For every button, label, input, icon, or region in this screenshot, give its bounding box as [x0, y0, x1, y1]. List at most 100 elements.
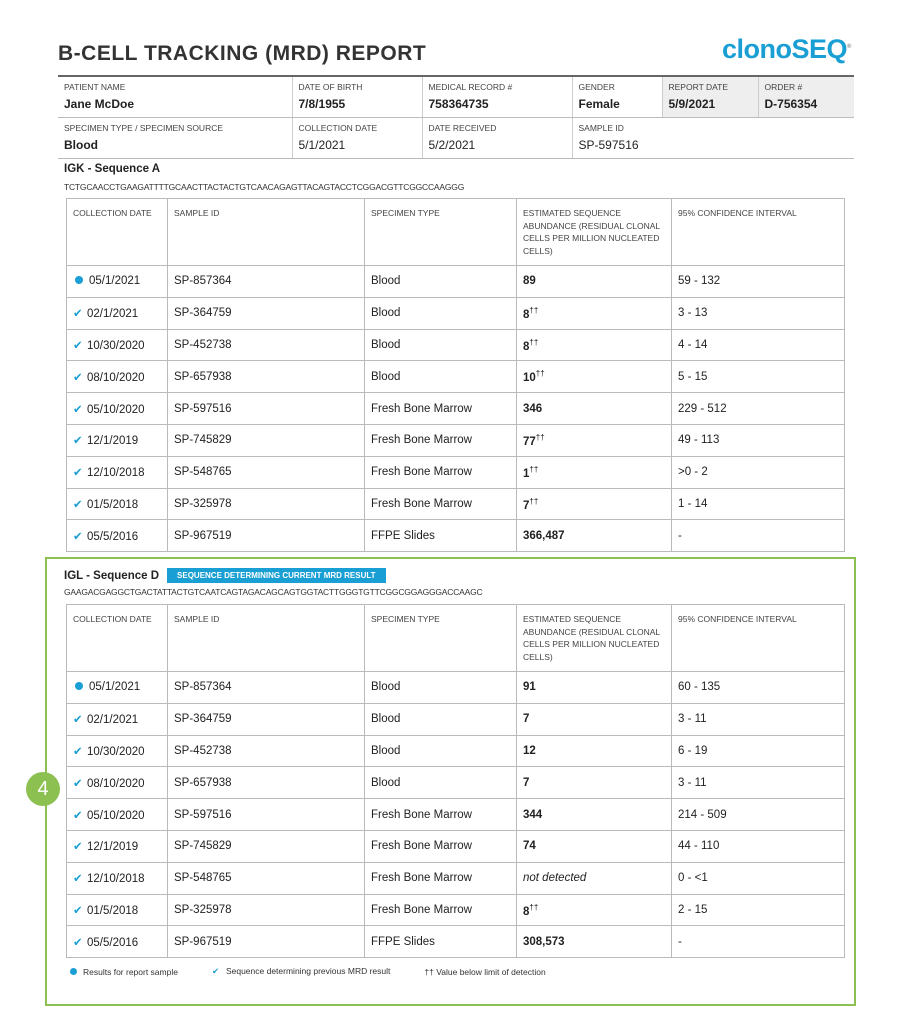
sample-id-cell: SP-325978 [167, 893, 365, 927]
specimen-type-cell: Blood [364, 265, 517, 298]
abundance-cell: 8†† [516, 296, 672, 330]
collection-date-cell: ✔ 12/10/2018 [66, 861, 168, 895]
abundance-cell: 91 [516, 671, 672, 704]
confidence-interval-cell: 5 - 15 [671, 360, 845, 394]
collection-date: 05/1/2021 [89, 275, 141, 288]
collection-date: 12/1/2019 [87, 841, 139, 854]
collection-date-cell: ✔ 08/10/2020 [66, 766, 168, 800]
collection-date: 05/1/2021 [89, 681, 141, 694]
received-cell: DATE RECEIVED 5/2/2021 [422, 117, 573, 159]
below-lod-marker: †† [529, 902, 539, 912]
abundance-cell: not detected [516, 861, 672, 895]
order-label: ORDER # [764, 82, 803, 92]
patient-name-label: PATIENT NAME [64, 82, 126, 92]
column-header: 95% CONFIDENCE INTERVAL [671, 198, 845, 266]
confidence-interval-cell: 3 - 11 [671, 702, 845, 736]
specimen-type-cell: Fresh Bone Marrow [364, 487, 517, 521]
table-row: 05/1/2021 SP-857364 Blood 89 59 - 132 [66, 265, 845, 298]
collection-label: COLLECTION DATE [298, 123, 378, 133]
order-cell: ORDER # D-756354 [758, 76, 854, 118]
abundance-cell: 1†† [516, 455, 672, 489]
collection-date: 05/10/2020 [87, 403, 145, 416]
sample-id-cell: SP-597516 [167, 392, 365, 425]
below-lod-marker: †† [529, 305, 539, 315]
date-received: 5/2/2021 [428, 138, 476, 152]
check-icon: ✔ [73, 873, 83, 886]
check-icon: ✔ [73, 904, 83, 917]
confidence-interval-cell: 59 - 132 [671, 265, 845, 298]
confidence-interval-cell: 3 - 13 [671, 296, 845, 330]
abundance-cell: 366,487 [516, 519, 672, 553]
column-header: 95% CONFIDENCE INTERVAL [671, 604, 845, 672]
check-icon: ✔ [73, 371, 83, 384]
confidence-interval-cell: 4 - 14 [671, 328, 845, 362]
check-icon: ✔ [73, 498, 83, 511]
specimen-cell: SPECIMEN TYPE / SPECIMEN SOURCE Blood [58, 117, 293, 159]
column-header: ESTIMATED SEQUENCE ABUNDANCE (RESIDUAL C… [516, 198, 672, 266]
collection-date: 05/5/2016 [87, 936, 139, 949]
sample-id-cell: SP-745829 [167, 423, 365, 457]
dob-cell: DATE OF BIRTH 7/8/1955 [292, 76, 423, 118]
clonoseq-logo: clonoSEQ® [722, 34, 851, 65]
table-row: ✔ 10/30/2020 SP-452738 Blood 12 6 - 19 [66, 734, 845, 768]
abundance-cell: 10†† [516, 360, 672, 394]
collection-date: 08/10/2020 [87, 371, 145, 384]
sample-id-cell: SP-657938 [167, 360, 365, 394]
specimen-type-cell: Fresh Bone Marrow [364, 893, 517, 927]
gender: Female [578, 97, 620, 111]
abundance-cell: 8†† [516, 893, 672, 927]
confidence-interval-cell: 2 - 15 [671, 893, 845, 927]
abundance-cell: 7†† [516, 487, 672, 521]
sample-id-cell: SP-452738 [167, 328, 365, 362]
report-title: B-CELL TRACKING (MRD) REPORT [58, 42, 427, 65]
check-icon: ✔ [73, 467, 83, 480]
collection-date-cell: ✔ 12/1/2019 [66, 829, 168, 863]
collection-date-cell: ✔ 01/5/2018 [66, 893, 168, 927]
legend-label: Results for report sample [83, 966, 178, 977]
collection-date: 02/1/2021 [87, 308, 139, 321]
table-row: ✔ 01/5/2018 SP-325978 Fresh Bone Marrow 8†† 2… [66, 893, 845, 927]
specimen: Blood [64, 138, 98, 152]
table-row: ✔ 05/5/2016 SP-967519 FFPE Slides 366,487- [66, 519, 845, 553]
table-header-row: COLLECTION DATE SAMPLE ID SPECIMEN TYPE EST… [66, 604, 845, 672]
specimen-type-cell: Fresh Bone Marrow [364, 392, 517, 425]
collection-cell: COLLECTION DATE 5/1/2021 [292, 117, 423, 159]
specimen-label: SPECIMEN TYPE / SPECIMEN SOURCE [64, 123, 224, 133]
check-icon: ✔ [73, 809, 83, 822]
collection-date: 5/1/2021 [298, 138, 346, 152]
sample-id-cell: SP-597516 [167, 798, 365, 831]
check-icon: ✔ [73, 777, 83, 790]
check-icon: ✔ [73, 403, 83, 416]
check-icon: ✔ [211, 966, 220, 976]
order-number: D-756354 [764, 97, 818, 111]
sample-id-cell: SP-745829 [167, 829, 365, 863]
confidence-interval-cell: 6 - 19 [671, 734, 845, 768]
report-sample-dot-icon [75, 276, 83, 285]
confidence-interval-cell: 0 - <1 [671, 861, 845, 895]
specimen-type-cell: Blood [364, 296, 517, 330]
sample-id-cell: SP-325978 [167, 487, 365, 521]
step-number-badge: 4 [26, 772, 60, 806]
confidence-interval-cell: 229 - 512 [671, 392, 845, 425]
specimen-type-cell: Blood [364, 328, 517, 362]
sample-id-cell: SP-548765 [167, 455, 365, 489]
table-row: 05/1/2021 SP-857364 Blood 91 60 - 135 [66, 671, 845, 704]
current-mrd-badge: SEQUENCE DETERMINING CURRENT MRD RESULT [167, 568, 386, 583]
results-table-igl: COLLECTION DATE SAMPLE ID SPECIMEN TYPE EST… [66, 604, 845, 959]
below-lod-marker: †† [529, 496, 539, 506]
patient-info-table: PATIENT NAME Jane McDoe DATE OF BIRTH 7/8/… [58, 75, 854, 159]
dob-label: DATE OF BIRTH [298, 82, 363, 92]
table-header-row: COLLECTION DATE SAMPLE ID SPECIMEN TYPE EST… [66, 198, 845, 266]
collection-date-cell: ✔ 08/10/2020 [66, 360, 168, 394]
received-label: DATE RECEIVED [428, 123, 497, 133]
collection-date: 12/10/2018 [87, 467, 145, 480]
mrn-label: MEDICAL RECORD # [428, 82, 513, 92]
collection-date: 02/1/2021 [87, 714, 139, 727]
table-row: ✔ 10/30/2020 SP-452738 Blood 8†† 4 - 14 [66, 328, 845, 362]
section-title: IGL - Sequence D SEQUENCE DETERMINING CUR… [64, 568, 386, 583]
report-sample-dot-icon [75, 682, 83, 691]
below-lod-marker: †† [529, 337, 539, 347]
results-table-igk: COLLECTION DATE SAMPLE ID SPECIMEN TYPE EST… [66, 198, 845, 553]
patient-name: Jane McDoe [64, 97, 135, 111]
collection-date: 01/5/2018 [87, 498, 139, 511]
